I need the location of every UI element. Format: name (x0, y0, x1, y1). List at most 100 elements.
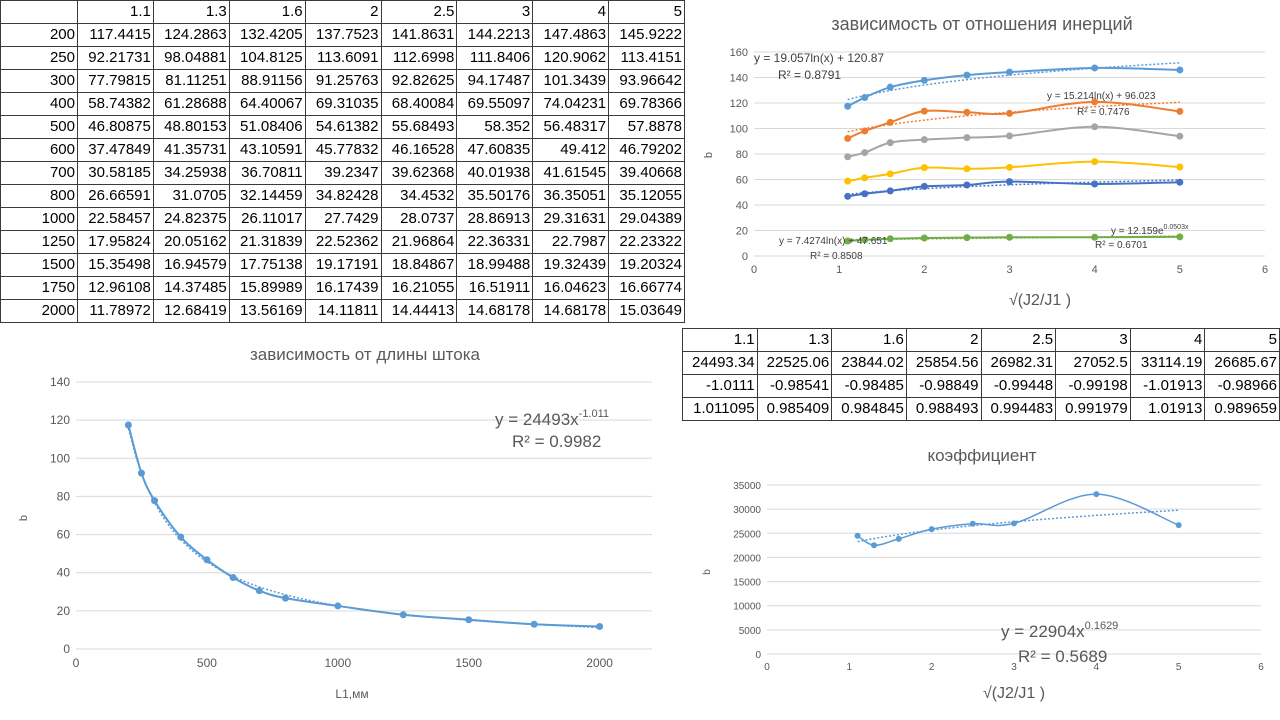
table-cell[interactable]: 24493.34 (682, 351, 758, 375)
table-cell[interactable]: 58.352 (456, 115, 534, 139)
table-cell[interactable]: 29.04389 (608, 207, 685, 231)
table-cell[interactable]: 132.4205 (228, 23, 306, 47)
table-cell[interactable]: 1500 (0, 253, 78, 277)
table-cell[interactable]: 39.2347 (304, 161, 382, 185)
table-cell[interactable]: 104.8125 (228, 46, 306, 70)
table-cell[interactable]: 1.6 (228, 0, 306, 24)
table-cell[interactable]: 55.68493 (380, 115, 458, 139)
table-cell[interactable]: 46.79202 (608, 138, 685, 162)
table-cell[interactable]: 56.48317 (532, 115, 610, 139)
table-cell[interactable]: 33114.19 (1129, 351, 1206, 375)
table-cell[interactable]: 12.96108 (77, 276, 154, 300)
table-cell[interactable]: 5 (608, 0, 685, 24)
table-cell[interactable]: 124.2863 (152, 23, 230, 47)
table-cell[interactable]: 1.1 (77, 0, 154, 24)
table-cell[interactable]: 18.84867 (380, 253, 458, 277)
table-cell[interactable]: -0.98849 (905, 374, 982, 398)
table-cell[interactable]: 17.95824 (77, 230, 154, 254)
table-cell[interactable]: 39.40668 (608, 161, 685, 185)
table-cell[interactable]: 32.14459 (228, 184, 306, 208)
table-cell[interactable]: 93.96642 (608, 69, 685, 93)
table-cell[interactable]: 22.36331 (456, 230, 534, 254)
table-cell[interactable]: 15.89989 (228, 276, 306, 300)
table-cell[interactable]: 147.4863 (532, 23, 610, 47)
table-cell[interactable]: 29.31631 (532, 207, 610, 231)
table-cell[interactable]: 1.011095 (682, 397, 758, 421)
table-cell[interactable]: 57.8878 (608, 115, 685, 139)
table-cell[interactable]: 19.32439 (532, 253, 610, 277)
table-cell[interactable]: 81.11251 (152, 69, 230, 93)
table-cell[interactable]: 120.9062 (532, 46, 610, 70)
table-cell[interactable]: 250 (0, 46, 78, 70)
table-cell[interactable]: 54.61382 (304, 115, 382, 139)
table-cell[interactable]: 14.68178 (532, 299, 610, 323)
table-cell[interactable]: 77.79815 (77, 69, 154, 93)
table-cell[interactable]: 47.60835 (456, 138, 534, 162)
table-cell[interactable]: 18.99488 (456, 253, 534, 277)
table-cell[interactable]: 16.17439 (304, 276, 382, 300)
table-cell[interactable]: 1250 (0, 230, 78, 254)
table-cell[interactable]: 20.05162 (152, 230, 230, 254)
table-cell[interactable]: 300 (0, 69, 78, 93)
table-cell[interactable]: 43.10591 (228, 138, 306, 162)
table-cell[interactable]: 113.4151 (608, 46, 685, 70)
table-cell[interactable]: 5 (1204, 328, 1280, 352)
table-cell[interactable]: 0.988493 (905, 397, 982, 421)
table-cell[interactable]: 19.17191 (304, 253, 382, 277)
table-cell[interactable]: 28.86913 (456, 207, 534, 231)
table-cell[interactable]: 21.31839 (228, 230, 306, 254)
table-cell[interactable]: 14.68178 (456, 299, 534, 323)
table-cell[interactable]: -0.98966 (1204, 374, 1280, 398)
table-cell[interactable]: 69.31035 (304, 92, 382, 116)
table-cell[interactable]: 34.82428 (304, 184, 382, 208)
table-cell[interactable]: 31.0705 (152, 184, 230, 208)
table-cell[interactable]: 14.44413 (380, 299, 458, 323)
table-cell[interactable]: 4 (1129, 328, 1206, 352)
table-cell[interactable]: 34.4532 (380, 184, 458, 208)
table-cell[interactable]: 48.80153 (152, 115, 230, 139)
table-cell[interactable]: 28.0737 (380, 207, 458, 231)
table-cell[interactable]: 2.5 (980, 328, 1057, 352)
table-cell[interactable] (0, 0, 78, 24)
table-cell[interactable]: 2 (304, 0, 382, 24)
table-cell[interactable]: 98.04881 (152, 46, 230, 70)
table-cell[interactable]: 500 (0, 115, 78, 139)
table-cell[interactable]: 1.3 (756, 328, 833, 352)
table-cell[interactable]: 94.17487 (456, 69, 534, 93)
table-cell[interactable]: 144.2213 (456, 23, 534, 47)
table-cell[interactable]: 14.37485 (152, 276, 230, 300)
table-cell[interactable]: 88.91156 (228, 69, 306, 93)
table-cell[interactable]: 113.6091 (304, 46, 382, 70)
table-cell[interactable]: 24.82375 (152, 207, 230, 231)
table-cell[interactable]: 21.96864 (380, 230, 458, 254)
table-cell[interactable]: 11.78972 (77, 299, 154, 323)
table-cell[interactable]: 0.989659 (1204, 397, 1280, 421)
table-cell[interactable]: 46.80875 (77, 115, 154, 139)
table-cell[interactable]: 111.8406 (456, 46, 534, 70)
table-cell[interactable]: 41.61545 (532, 161, 610, 185)
table-cell[interactable]: 2.5 (380, 0, 458, 24)
table-cell[interactable]: 1.1 (682, 328, 758, 352)
table-cell[interactable]: 117.4415 (77, 23, 154, 47)
table-cell[interactable]: 69.78366 (608, 92, 685, 116)
table-cell[interactable]: 112.6998 (380, 46, 458, 70)
table-cell[interactable]: -0.99198 (1055, 374, 1131, 398)
table-cell[interactable]: 68.40084 (380, 92, 458, 116)
table-cell[interactable]: 13.56169 (228, 299, 306, 323)
table-cell[interactable]: 36.35051 (532, 184, 610, 208)
table-cell[interactable]: 200 (0, 23, 78, 47)
table-cell[interactable]: 49.412 (532, 138, 610, 162)
table-cell[interactable]: 36.70811 (228, 161, 306, 185)
table-cell[interactable]: 15.35498 (77, 253, 154, 277)
table-cell[interactable]: 41.35731 (152, 138, 230, 162)
table-cell[interactable]: 27052.5 (1055, 351, 1131, 375)
table-cell[interactable]: 800 (0, 184, 78, 208)
table-cell[interactable]: 14.11811 (304, 299, 382, 323)
table-cell[interactable]: 22.23322 (608, 230, 685, 254)
table-cell[interactable]: 22.58457 (77, 207, 154, 231)
table-cell[interactable]: 101.3439 (532, 69, 610, 93)
table-cell[interactable]: -0.99448 (980, 374, 1057, 398)
table-cell[interactable]: 4 (532, 0, 610, 24)
table-cell[interactable]: 64.40067 (228, 92, 306, 116)
table-cell[interactable]: 0.984845 (831, 397, 907, 421)
